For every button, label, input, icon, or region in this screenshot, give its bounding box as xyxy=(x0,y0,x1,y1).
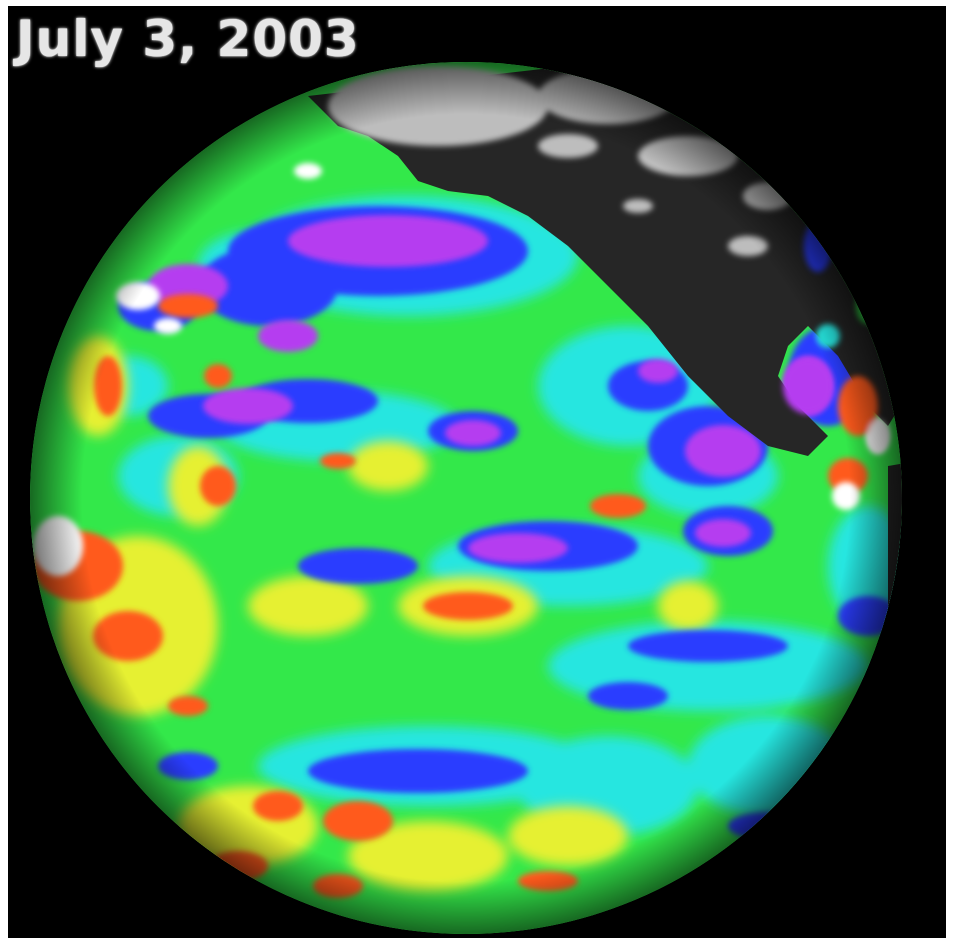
limb-shade xyxy=(30,62,902,934)
image-frame: July 3, 2003 xyxy=(8,6,946,938)
globe-image xyxy=(30,62,902,934)
date-label: July 3, 2003 xyxy=(16,10,360,68)
